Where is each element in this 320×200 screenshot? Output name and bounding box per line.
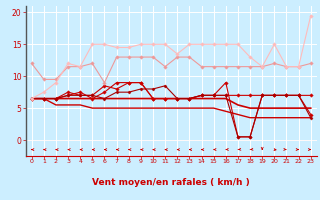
X-axis label: Vent moyen/en rafales ( km/h ): Vent moyen/en rafales ( km/h ) (92, 178, 250, 187)
